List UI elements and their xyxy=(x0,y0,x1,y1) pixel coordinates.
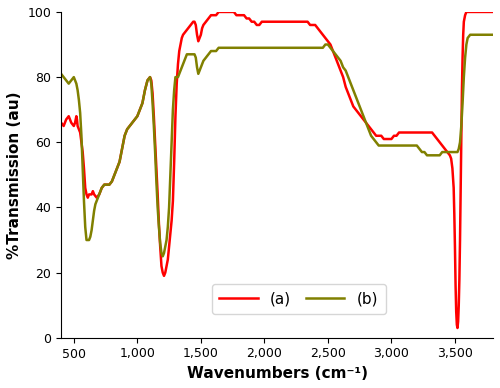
(b) xyxy=(166,205,172,210)
(a) xyxy=(450,185,456,190)
(b) xyxy=(66,81,71,86)
(b) xyxy=(458,124,464,128)
Legend: (a), (b): (a), (b) xyxy=(212,284,386,314)
(a) xyxy=(376,133,382,138)
(b) xyxy=(119,146,125,151)
(a) xyxy=(391,133,397,138)
(a) xyxy=(490,10,496,14)
(b) xyxy=(490,33,496,37)
(b) xyxy=(160,254,166,259)
(b) xyxy=(467,33,473,37)
X-axis label: Wavenumbers (cm⁻¹): Wavenumbers (cm⁻¹) xyxy=(186,366,368,381)
(a) xyxy=(77,130,83,135)
(a) xyxy=(254,23,260,27)
Line: (a): (a) xyxy=(61,12,493,328)
(b) xyxy=(196,71,202,76)
(a) xyxy=(216,10,222,14)
Y-axis label: %Transmission (au): %Transmission (au) xyxy=(7,91,22,259)
(a) xyxy=(454,326,460,330)
(a) xyxy=(84,192,89,197)
(b) xyxy=(91,208,97,213)
(b) xyxy=(58,71,64,76)
Line: (b): (b) xyxy=(61,35,493,256)
(a) xyxy=(58,120,64,125)
